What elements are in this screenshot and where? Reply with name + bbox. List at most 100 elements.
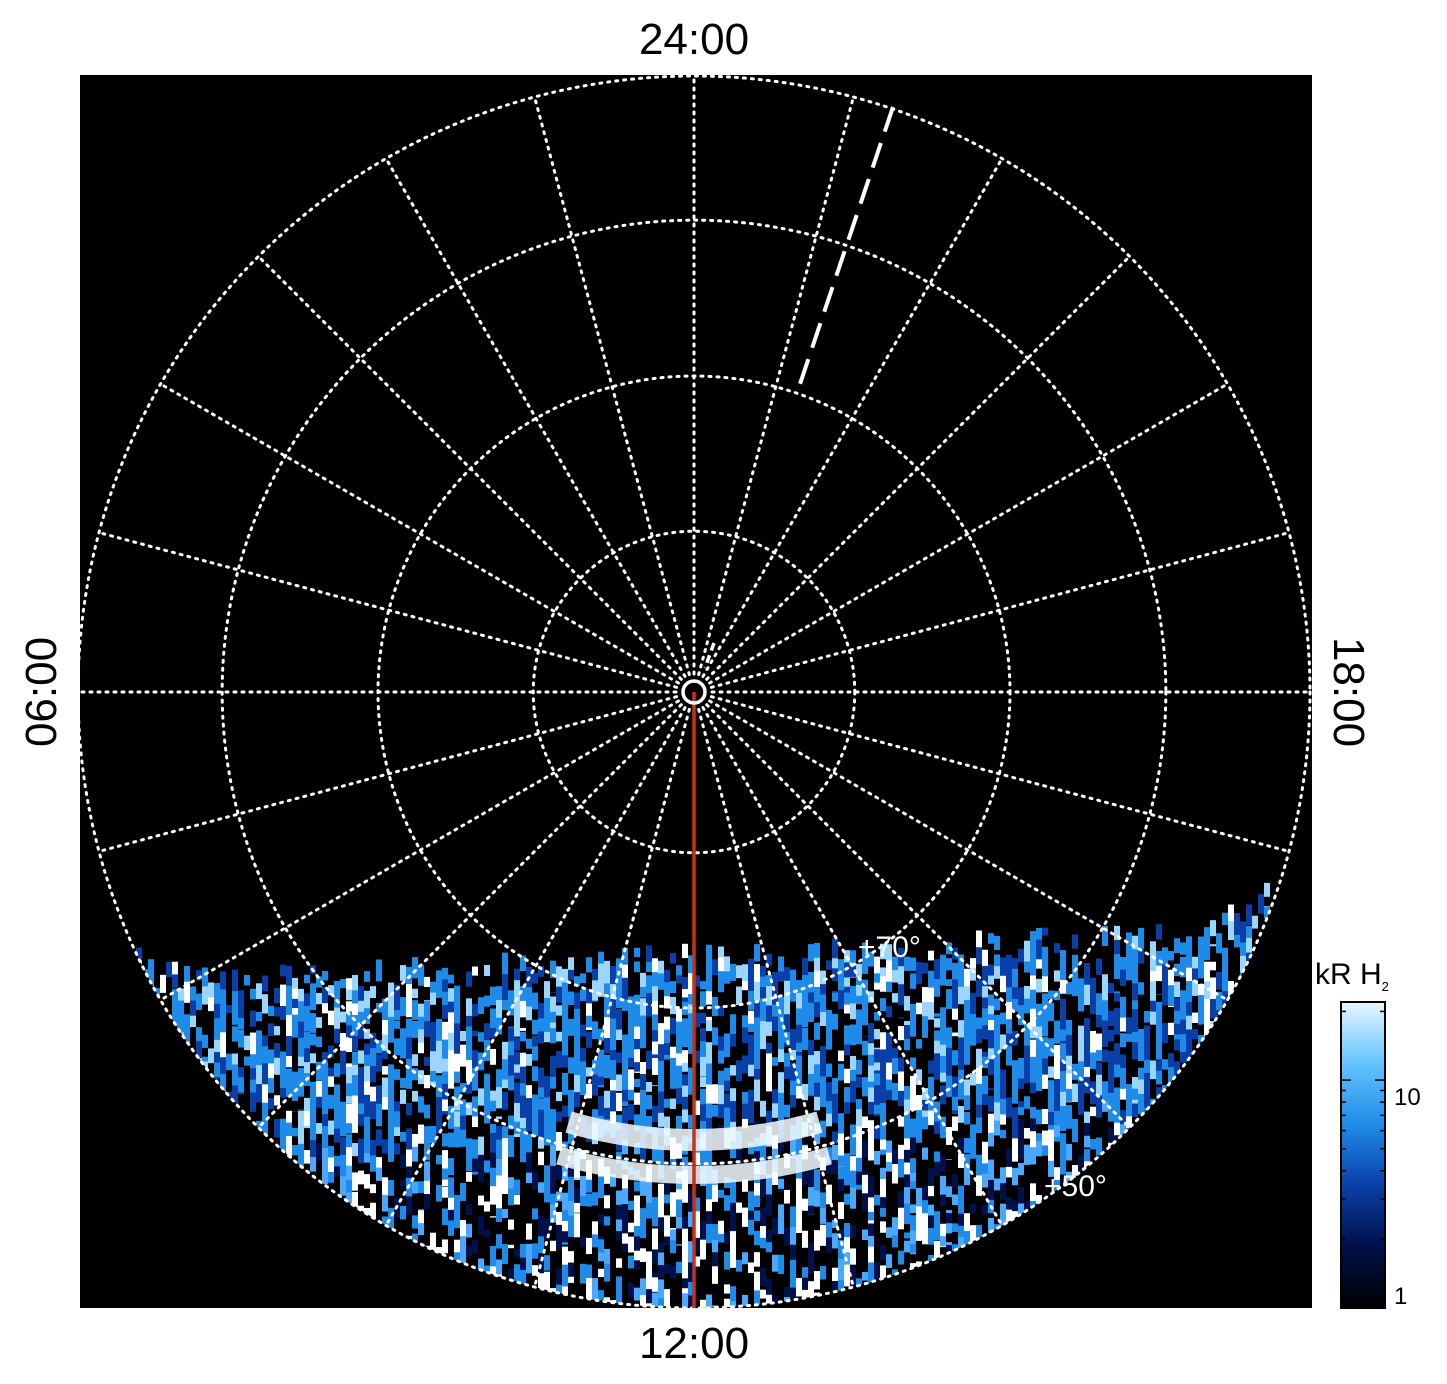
emission-cell [766, 1005, 772, 1027]
emission-cell [436, 1096, 442, 1133]
emission-cell [1180, 924, 1186, 949]
emission-cell [622, 1107, 628, 1126]
emission-cell [304, 1020, 310, 1032]
emission-cell [442, 1225, 448, 1238]
emission-cell [592, 1109, 598, 1126]
emission-cell [406, 1128, 412, 1157]
emission-cell [700, 991, 706, 1007]
emission-cell [1024, 961, 1030, 979]
emission-cell [766, 1294, 772, 1308]
emission-cell [586, 1047, 592, 1078]
emission-cell [874, 1039, 880, 1048]
emission-cell [1216, 954, 1222, 978]
emission-cell [1054, 1005, 1060, 1015]
emission-cell [1006, 1019, 1012, 1034]
emission-cell [538, 1018, 544, 1032]
emission-cell [1036, 939, 1042, 961]
emission-cell [724, 1046, 730, 1063]
emission-cell [652, 1105, 658, 1123]
emission-cell [664, 1236, 670, 1246]
emission-cell [958, 1171, 964, 1195]
emission-cell [802, 1230, 808, 1256]
emission-cell [382, 1050, 388, 1060]
emission-cell [754, 1210, 760, 1221]
emission-cell [892, 1235, 898, 1248]
emission-cell [820, 1224, 826, 1249]
emission-cell [640, 1062, 646, 1085]
emission-cell [1018, 1088, 1024, 1102]
emission-cell [550, 1028, 556, 1044]
emission-cell [1090, 1091, 1096, 1105]
emission-cell [706, 1178, 712, 1214]
emission-cell [664, 1289, 670, 1308]
emission-cell [952, 1050, 958, 1066]
emission-cell [730, 1065, 736, 1085]
emission-cell [706, 1243, 712, 1270]
emission-cell [298, 1096, 304, 1109]
emission-cell [238, 1047, 244, 1083]
emission-cell [388, 1130, 394, 1146]
emission-cell [760, 1248, 766, 1274]
emission-cell [502, 1306, 508, 1308]
emission-cell [826, 1063, 832, 1077]
emission-cell [352, 1111, 358, 1129]
emission-cell [694, 1281, 700, 1299]
emission-cell [730, 980, 736, 998]
emission-cell [166, 977, 172, 987]
emission-cell [724, 1284, 730, 1294]
emission-cell [796, 1277, 802, 1305]
emission-cell [946, 1196, 952, 1211]
emission-cell [658, 989, 664, 1017]
emission-cell [520, 1181, 526, 1191]
emission-cell [1066, 1143, 1072, 1170]
emission-cell [934, 1066, 940, 1087]
emission-cell [568, 1089, 574, 1111]
emission-cell [226, 1053, 232, 1071]
emission-cell [526, 1273, 532, 1290]
emission-cell [556, 1249, 562, 1277]
emission-cell [478, 1167, 484, 1183]
emission-cell [568, 1200, 574, 1227]
emission-cell [904, 1224, 910, 1233]
emission-cell [802, 1198, 808, 1221]
emission-cell [406, 1102, 412, 1117]
emission-cell [1066, 1000, 1072, 1037]
emission-cell [970, 1088, 976, 1098]
emission-cell [1030, 1082, 1036, 1098]
emission-cell [550, 960, 556, 993]
emission-cell [166, 961, 172, 983]
emission-cell [472, 1196, 478, 1226]
emission-cell [406, 1166, 412, 1178]
emission-cell [904, 1010, 910, 1022]
emission-cell [448, 1088, 454, 1115]
emission-cell [844, 992, 850, 1006]
emission-cell [616, 1219, 622, 1232]
emission-cell [820, 1170, 826, 1205]
emission-cell [922, 1244, 928, 1270]
emission-cell [268, 1005, 274, 1017]
emission-cell [580, 1006, 586, 1031]
emission-cell [1096, 993, 1102, 1016]
emission-cell [364, 1008, 370, 1024]
emission-cell [1018, 1186, 1024, 1210]
emission-cell [706, 1063, 712, 1092]
emission-cell [694, 1183, 700, 1207]
emission-cell [622, 977, 628, 1012]
emission-cell [964, 1213, 970, 1248]
emission-cell [1192, 1029, 1198, 1039]
emission-cell [406, 1037, 412, 1069]
colorbar-tick-1: 1 [1394, 1283, 1408, 1310]
emission-cell [790, 1028, 796, 1059]
emission-cell [268, 1109, 274, 1130]
emission-cell [742, 1207, 748, 1227]
emission-cell [1186, 1001, 1192, 1025]
emission-cell [982, 949, 988, 972]
emission-cell [850, 1124, 856, 1151]
emission-cell [694, 1079, 700, 1107]
emission-cell [772, 1016, 778, 1032]
emission-cell [364, 1054, 370, 1075]
emission-cell [652, 1086, 658, 1098]
emission-cell [526, 1070, 532, 1096]
emission-cell [772, 1089, 778, 1114]
emission-cell [958, 1153, 964, 1169]
